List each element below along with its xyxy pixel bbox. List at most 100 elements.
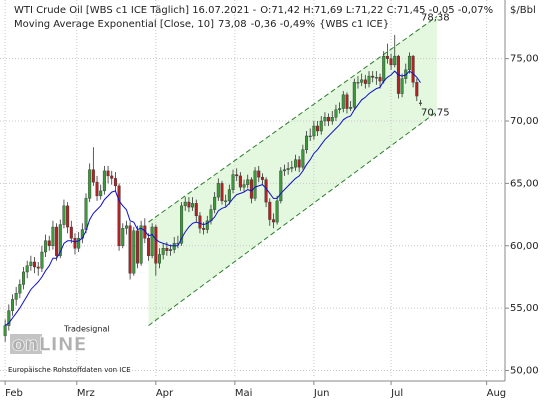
candle-body (205, 220, 209, 230)
y-tick-label: 60,00 (510, 241, 539, 252)
candle-body (132, 230, 136, 274)
candle-body (161, 248, 165, 255)
candle-body (327, 117, 331, 122)
candle-body (77, 238, 81, 249)
indicator-name: Moving Average Exponential [Close, 10] (14, 19, 214, 30)
x-tick-label: Aug (487, 388, 507, 399)
candle-body (286, 168, 290, 170)
candle-body (349, 107, 353, 109)
candle-body (253, 170, 257, 199)
candle-body (91, 169, 95, 183)
candle-body (393, 55, 397, 66)
candle-body (330, 117, 334, 122)
candle-body (294, 159, 298, 168)
candle-body (18, 284, 22, 294)
candle-body (334, 109, 338, 118)
unit-label: $/Bbl (510, 5, 536, 16)
candle-body (238, 175, 242, 188)
x-tick-label: Jun (313, 388, 330, 399)
indicator-change: -0,36 -0,49% (251, 19, 315, 30)
x-tick-label: Mrz (77, 388, 95, 399)
candle-body (418, 102, 422, 104)
x-tick-label: Mai (235, 388, 253, 399)
candle-body (25, 265, 29, 273)
indicator-source: {WBS c1 ICE} (319, 19, 389, 30)
candle-body (282, 169, 286, 172)
candle-body (301, 149, 305, 168)
candle-body (385, 55, 389, 59)
y-tick-label: 75,00 (510, 54, 539, 65)
candle-body (66, 205, 70, 228)
x-tick-label: Feb (5, 388, 23, 399)
candle-body (180, 205, 184, 244)
candle-body (121, 228, 125, 246)
channel-line (148, 111, 438, 327)
candle-body (209, 209, 213, 222)
candle-body (257, 170, 261, 178)
candle-body (22, 271, 26, 285)
candle-body (106, 170, 110, 177)
candle-body (10, 299, 14, 311)
candle-body (169, 249, 173, 251)
candle-body (220, 183, 224, 202)
candle-body (62, 205, 66, 225)
candle-body (246, 179, 250, 185)
candle-body (407, 55, 411, 71)
candle-body (341, 94, 345, 109)
candle-body (371, 75, 375, 78)
candle-body (345, 94, 349, 109)
candle-body (139, 225, 143, 264)
candle-body (7, 310, 11, 326)
candle-body (172, 243, 176, 250)
candle-body (316, 125, 320, 132)
channel-area (148, 16, 438, 326)
candle-body (187, 201, 191, 208)
candle-body (191, 203, 195, 208)
candle-body (271, 219, 275, 223)
candle-body (84, 198, 88, 230)
candle-body (360, 79, 364, 83)
candle-body (275, 200, 279, 223)
candle-body (400, 78, 404, 94)
candle-body (202, 228, 206, 230)
candle-body (3, 325, 7, 336)
candle-body (290, 166, 294, 169)
candle-body (249, 179, 253, 199)
candle-body (183, 201, 187, 207)
header-symbol: WTI Crude Oil [WBS c1 ICE Täglich] 16.07… (14, 5, 257, 16)
channel-line (148, 16, 438, 223)
candle-body (135, 230, 139, 264)
candle-body (242, 184, 246, 188)
candle-body (264, 179, 268, 203)
candle-body (88, 169, 92, 199)
candle-body (312, 125, 316, 137)
candle-body (279, 170, 283, 202)
ema-line (4, 70, 421, 327)
candle-body (378, 77, 382, 82)
candle-body (415, 82, 419, 97)
candle-body (374, 77, 378, 79)
candle-body (29, 261, 33, 266)
candle-body (356, 82, 360, 84)
candle-body (73, 238, 77, 249)
candle-body (231, 174, 235, 190)
candle-body (158, 254, 162, 264)
candle-body (367, 75, 371, 84)
candle-body (352, 82, 356, 108)
y-tick-label: 70,00 (510, 116, 539, 127)
candle-body (117, 185, 121, 246)
header-quote: O:71,42 H:71,69 L:71,22 C:71,45 -0,05 -0… (260, 5, 493, 16)
channel-label: 78,38 (421, 12, 450, 23)
candle-body (297, 159, 301, 168)
candle-body (305, 135, 309, 150)
candle-body (338, 108, 342, 110)
candle-body (128, 225, 132, 274)
footnote: Europäische Rohstoffdaten von ICE (8, 366, 131, 374)
candle-body (58, 224, 62, 256)
candle-body (146, 238, 150, 256)
candle-body (260, 176, 264, 180)
candle-body (227, 189, 231, 202)
candle-body (150, 226, 154, 256)
candle-body (102, 170, 106, 192)
